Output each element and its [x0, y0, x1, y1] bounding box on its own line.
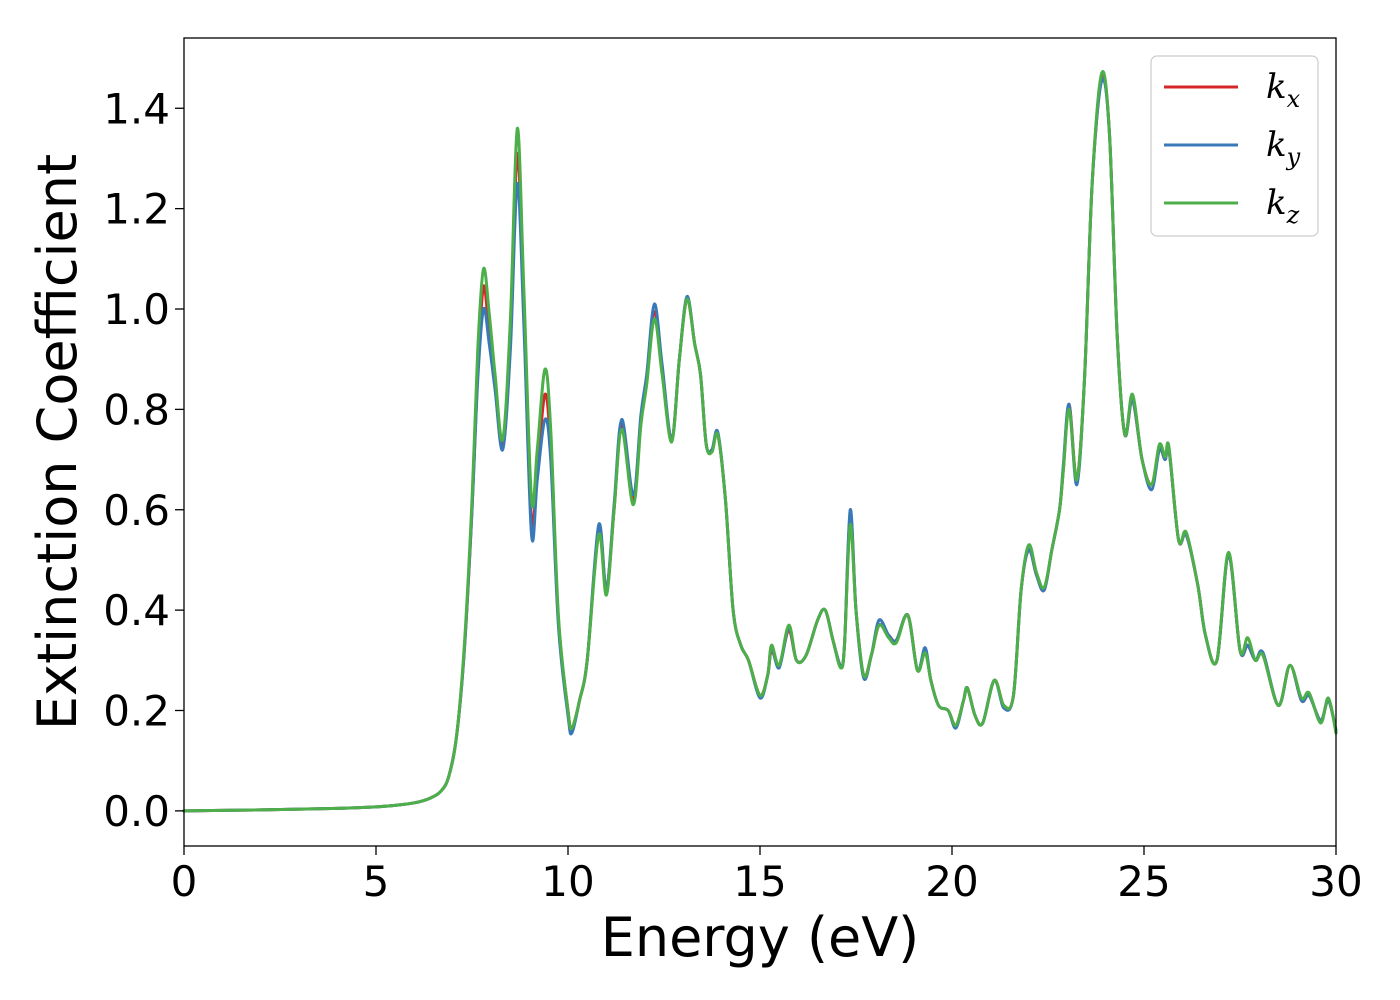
x-tick-label: 0	[171, 857, 198, 906]
x-tick-label: 25	[1117, 857, 1170, 906]
y-tick-label: 1.2	[103, 185, 170, 234]
series-lines	[182, 70, 1338, 813]
legend: kx ky kz	[1150, 55, 1319, 237]
legend-label-x: kx	[1266, 67, 1301, 113]
y-tick-label: 0.4	[103, 586, 170, 635]
x-tick-label: 30	[1309, 857, 1362, 906]
legend-label-z: kz	[1266, 183, 1300, 229]
y-tick-label: 1.4	[103, 84, 170, 133]
y-axis-title: Extinction Coefficient	[26, 154, 89, 730]
y-tick-label: 0.6	[103, 486, 170, 535]
x-axis: 0 5 10 15 20 25 30	[171, 846, 1363, 906]
y-tick-label: 1.0	[103, 285, 170, 334]
x-tick-label: 15	[733, 857, 786, 906]
y-tick-label: 0.2	[103, 686, 170, 735]
x-tick-label: 5	[363, 857, 390, 906]
series-line-z	[182, 70, 1338, 813]
y-tick-label: 0.0	[103, 787, 170, 836]
x-tick-label: 10	[541, 857, 594, 906]
y-axis: 0.0 0.2 0.4 0.6 0.8 1.0 1.2 1.4	[103, 84, 184, 836]
y-tick-label: 0.8	[103, 385, 170, 434]
x-axis-title: Energy (eV)	[601, 906, 920, 969]
legend-label-y: ky	[1266, 125, 1301, 171]
x-tick-label: 20	[925, 857, 978, 906]
